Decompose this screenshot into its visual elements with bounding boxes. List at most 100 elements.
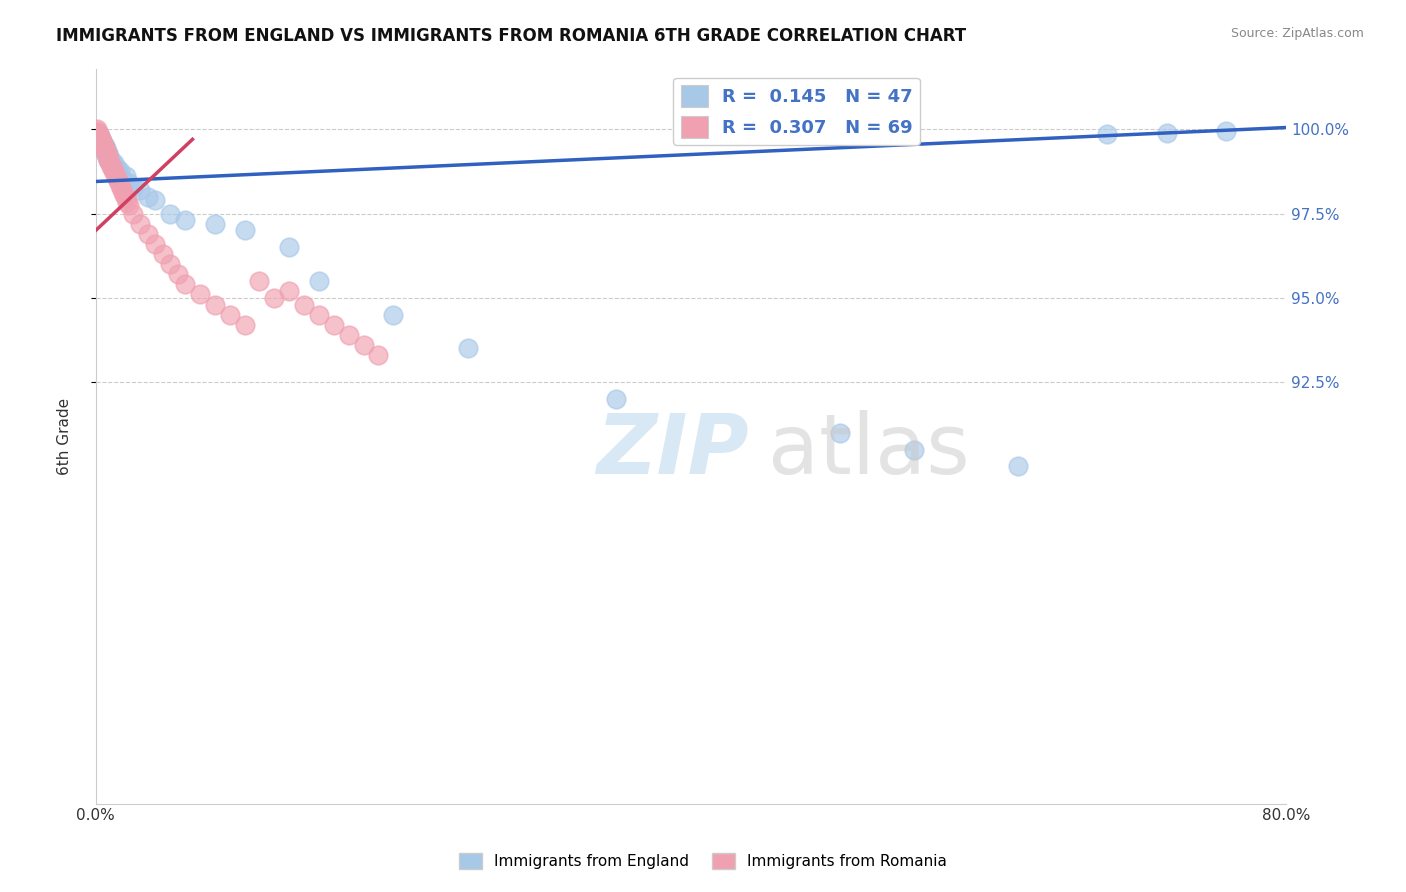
Point — [86, 124, 108, 138]
Point — [1156, 126, 1178, 140]
Point — [90, 136, 112, 150]
Point — [96, 149, 118, 163]
Point — [114, 169, 136, 184]
Point — [903, 442, 925, 457]
Point — [166, 267, 188, 281]
Point — [93, 143, 115, 157]
Point — [86, 126, 108, 140]
Point — [96, 145, 118, 160]
Point — [159, 257, 181, 271]
Point — [98, 149, 121, 163]
Point — [100, 159, 122, 173]
Point — [136, 189, 159, 203]
Text: atlas: atlas — [768, 410, 970, 491]
Point — [87, 128, 110, 142]
Y-axis label: 6th Grade: 6th Grade — [58, 398, 72, 475]
Point — [143, 236, 166, 251]
Point — [93, 141, 115, 155]
Point — [89, 130, 111, 145]
Point — [90, 134, 112, 148]
Point — [204, 217, 226, 231]
Point — [86, 126, 108, 140]
Point — [97, 153, 120, 167]
Point — [89, 128, 111, 143]
Point — [122, 206, 145, 220]
Point — [111, 185, 134, 199]
Point — [122, 179, 145, 194]
Point — [91, 136, 114, 150]
Point — [97, 151, 120, 165]
Point — [204, 297, 226, 311]
Point — [111, 173, 134, 187]
Point — [233, 318, 256, 332]
Point — [93, 141, 115, 155]
Text: ZIP: ZIP — [596, 410, 748, 491]
Point — [91, 136, 114, 150]
Point — [188, 287, 211, 301]
Point — [174, 213, 197, 227]
Point — [110, 181, 132, 195]
Point — [108, 164, 131, 178]
Point — [96, 149, 118, 163]
Point — [91, 139, 114, 153]
Point — [91, 139, 114, 153]
Point — [1215, 124, 1237, 138]
Point — [97, 153, 120, 167]
Point — [87, 128, 110, 142]
Point — [90, 134, 112, 148]
Point — [101, 162, 124, 177]
Point — [89, 130, 111, 145]
Text: Source: ZipAtlas.com: Source: ZipAtlas.com — [1230, 27, 1364, 40]
Point — [98, 156, 121, 170]
Point — [143, 193, 166, 207]
Point — [87, 128, 110, 142]
Point — [353, 338, 375, 352]
Point — [278, 284, 301, 298]
Point — [129, 217, 152, 231]
Point — [86, 122, 108, 136]
Point — [112, 188, 135, 202]
Point — [96, 147, 118, 161]
Point — [382, 308, 405, 322]
Point — [94, 145, 117, 160]
Point — [107, 174, 129, 188]
Point — [117, 198, 139, 212]
Point — [218, 308, 240, 322]
Point — [87, 128, 110, 143]
Point — [129, 183, 152, 197]
Point — [104, 168, 127, 182]
Point — [322, 318, 344, 332]
Point — [278, 240, 301, 254]
Point — [100, 153, 122, 167]
Point — [93, 143, 115, 157]
Point — [136, 227, 159, 241]
Point — [90, 134, 112, 148]
Point — [93, 139, 115, 153]
Point — [90, 132, 112, 146]
Point — [828, 425, 851, 440]
Point — [87, 128, 110, 143]
Point — [337, 327, 360, 342]
Point — [104, 162, 127, 177]
Point — [108, 178, 131, 192]
Legend: R =  0.145   N = 47, R =  0.307   N = 69: R = 0.145 N = 47, R = 0.307 N = 69 — [673, 78, 920, 145]
Point — [97, 145, 120, 160]
Point — [94, 143, 117, 157]
Point — [1007, 459, 1029, 474]
Point — [96, 145, 118, 160]
Point — [174, 277, 197, 292]
Point — [308, 274, 330, 288]
Point — [233, 223, 256, 237]
Point — [117, 176, 139, 190]
Point — [159, 206, 181, 220]
Point — [100, 158, 122, 172]
Point — [107, 166, 129, 180]
Point — [101, 161, 124, 175]
Point — [98, 154, 121, 169]
Point — [114, 191, 136, 205]
Point — [605, 392, 627, 406]
Point — [93, 139, 115, 153]
Point — [105, 171, 128, 186]
Point — [457, 342, 479, 356]
Point — [94, 144, 117, 158]
